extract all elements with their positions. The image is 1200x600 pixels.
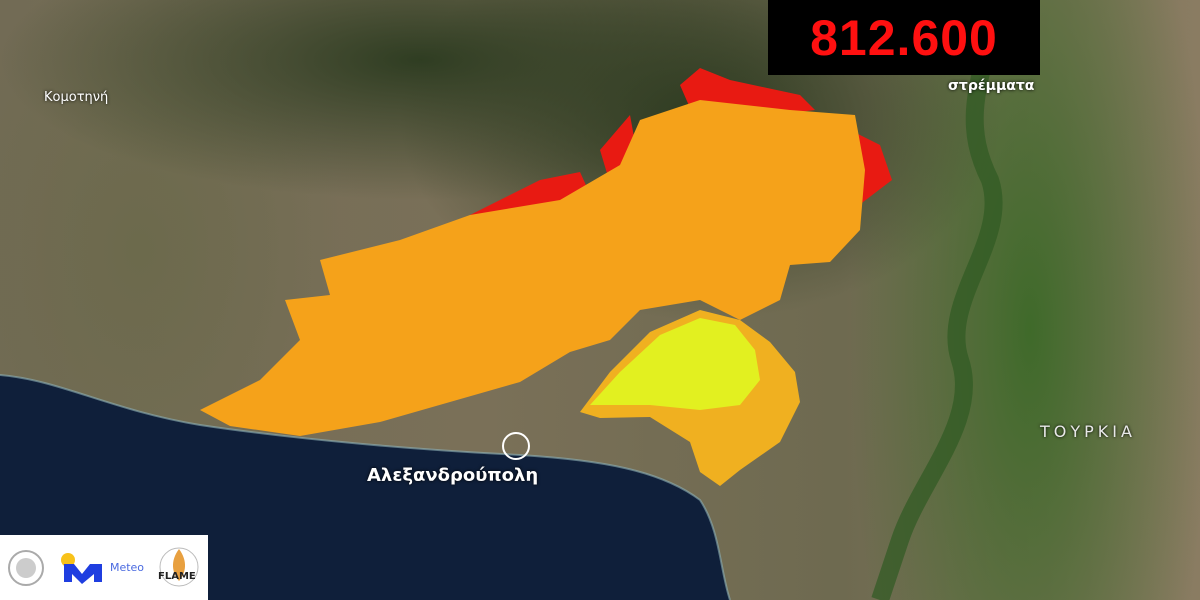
burned-area-yellow [590,318,760,410]
counter-value: 812.600 [810,9,998,66]
burned-area-main [200,100,865,436]
place-alexandroupoli: Αλεξανδρούπολη [367,465,539,486]
place-turkey: ΤΟΥΡΚΙΑ [1040,422,1136,441]
meteo-label: Meteo [109,561,145,574]
evros-river [871,0,1009,600]
meteo-logo: Meteo [58,550,144,586]
flame-label: FLAME [158,570,196,582]
coastline [0,374,731,600]
meteo-m-icon [60,552,102,584]
university-seal-icon [7,549,44,586]
partner-logos: Meteo FLAME [0,535,208,600]
place-komotini: Κομοτηνή [44,90,109,105]
counter-unit: στρέμματα [948,78,1035,94]
city-marker [502,432,530,460]
burned-area-counter: 812.600 [768,0,1040,75]
burned-area-high-severity [470,68,892,222]
flame-icon [159,547,199,586]
flame-logo: FLAME [156,545,202,591]
